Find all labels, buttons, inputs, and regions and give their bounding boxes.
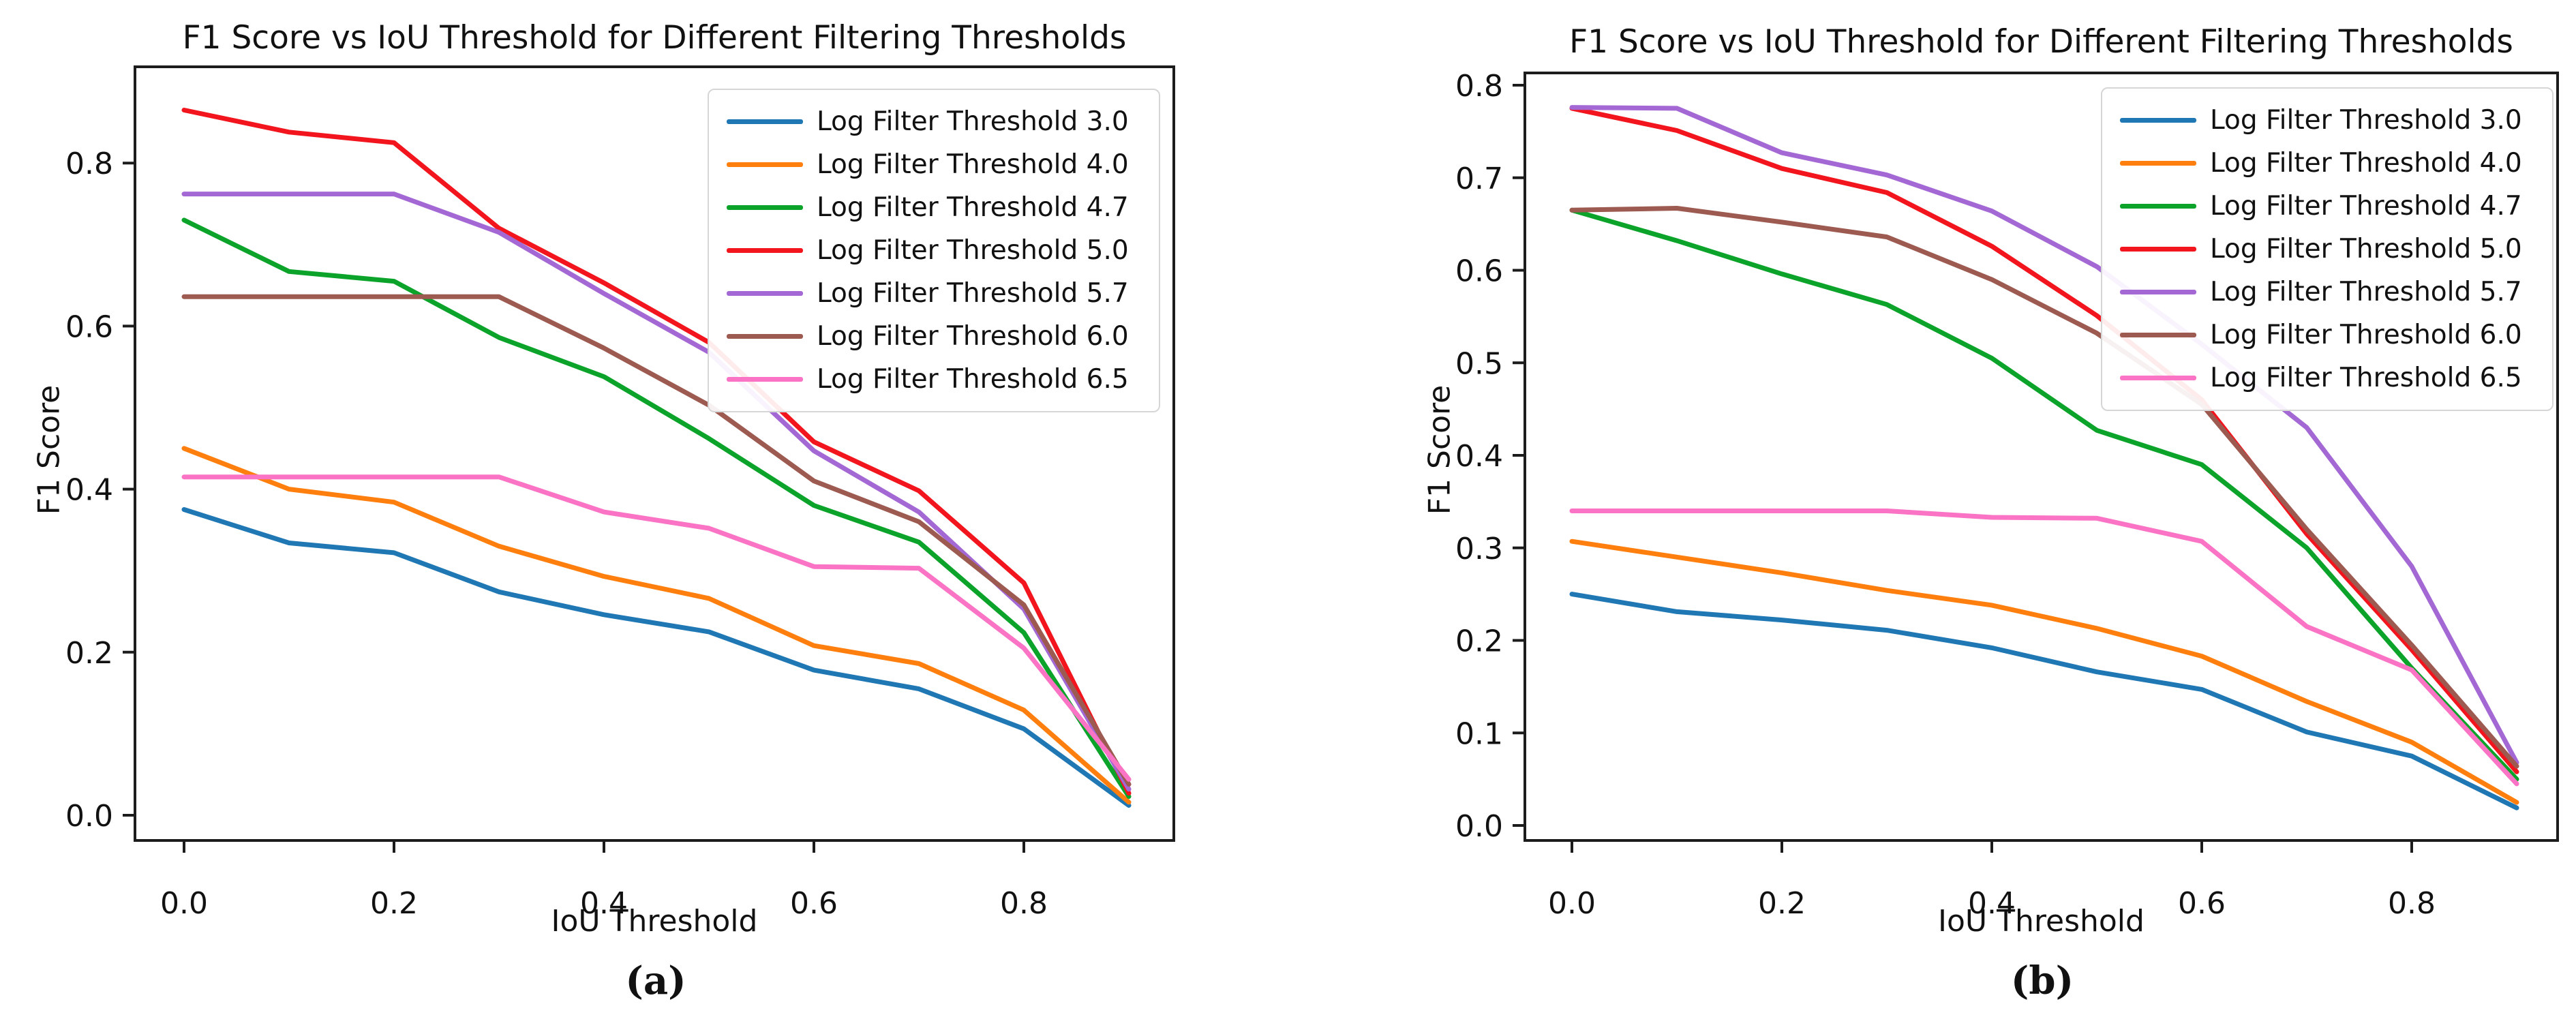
chart-a-xaxis-label: IoU Threshold [551,904,758,939]
plot-border [134,65,1175,842]
legend-entry: Log Filter Threshold 5.0 [2102,228,2552,271]
legend-entry: Log Filter Threshold 3.0 [709,100,1159,143]
y-tick-label: 0.6 [65,309,113,344]
x-tick-label: 0.8 [2388,886,2436,921]
x-tick-label: 0.0 [160,886,208,921]
series-line-log-filter-threshold-5.0 [1569,106,2519,774]
y-tick-label: 0.3 [1455,532,1503,566]
x-tick-label: 0.2 [1758,886,1806,921]
legend-label: Log Filter Threshold 5.0 [817,235,1129,266]
legend-line-swatch [2120,290,2196,294]
legend-label: Log Filter Threshold 4.7 [817,192,1129,223]
series-line-log-filter-threshold-6.0 [1569,206,2519,769]
series-line-log-filter-threshold-6.0 [181,294,1132,787]
legend-label: Log Filter Threshold 5.7 [2210,277,2522,307]
x-tick-label: 0.2 [370,886,418,921]
subfigure-b-caption: (b) [2010,958,2074,1003]
series-line-log-filter-threshold-6.5 [181,474,1132,782]
legend-line-swatch [2120,333,2196,337]
chart-a: 0.0 0.2 0.4 0.6 0.8 0.0 0.2 0.4 0.6 0.8 [65,65,1175,921]
series-line-log-filter-threshold-5.0 [181,108,1132,796]
subfigure-a-caption: (a) [625,958,686,1003]
legend-entry: Log Filter Threshold 5.7 [2102,271,2552,314]
legend-line-swatch [727,291,803,296]
series-line-log-filter-threshold-3.0 [181,507,1132,808]
legend-line-swatch [727,248,803,253]
legend-label: Log Filter Threshold 5.7 [817,278,1129,309]
legend-line-swatch [727,162,803,167]
series-line-log-filter-threshold-4.0 [1569,538,2519,805]
legend-line-swatch [2120,247,2196,252]
legend-entry: Log Filter Threshold 4.0 [2102,142,2552,185]
y-tick-label: 0.0 [65,799,113,834]
y-tick-label: 0.5 [1455,346,1503,381]
x-tick-label: 0.6 [790,886,838,921]
legend-entry: Log Filter Threshold 5.7 [709,272,1159,315]
y-tick-label: 0.2 [65,636,113,671]
legend-label: Log Filter Threshold 6.5 [2210,363,2522,393]
x-tick-label: 0.0 [1548,886,1596,921]
y-tick-label: 0.0 [1455,809,1503,844]
chart-a-yaxis-label: F1 Score [31,384,67,515]
legend-entry: Log Filter Threshold 3.0 [2102,99,2552,142]
legend-label: Log Filter Threshold 6.0 [2210,320,2522,350]
legend-line-swatch [2120,204,2196,209]
y-tick-label: 0.2 [1455,624,1503,659]
series-line-log-filter-threshold-5.7 [1569,105,2519,765]
series-line-log-filter-threshold-3.0 [1569,592,2519,810]
legend-label: Log Filter Threshold 4.0 [817,149,1129,180]
x-tick-label: 0.4 [1968,886,2016,921]
legend-label: Log Filter Threshold 4.0 [2210,148,2522,179]
legend-line-swatch [2120,161,2196,166]
legend-label: Log Filter Threshold 6.5 [817,364,1129,395]
chart-b: 0.0 0.2 0.4 0.6 0.8 0.0 0.1 0.2 0.3 0.4 0.5 0.6 0.7 0… [1455,69,2559,921]
series-line-log-filter-threshold-4.0 [181,446,1132,805]
y-tick-label: 0.8 [1455,69,1503,104]
legend-entry: Log Filter Threshold 4.0 [709,143,1159,186]
legend-line-swatch [727,205,803,210]
series-line-log-filter-threshold-4.7 [181,217,1132,799]
chart-b-xaxis-label: IoU Threshold [1938,904,2145,939]
legend-entry: Log Filter Threshold 6.0 [709,315,1159,358]
legend-line-swatch [727,119,803,124]
x-tick-label: 0.4 [580,886,628,921]
chart-a-title: F1 Score vs IoU Threshold for Different … [182,19,1127,57]
y-tick-label: 0.1 [1455,716,1503,751]
legend-entry: Log Filter Threshold 6.5 [2102,356,2552,399]
chart-b-yaxis-label: F1 Score [1422,384,1457,515]
y-tick-label: 0.6 [1455,254,1503,289]
legend-line-swatch [2120,118,2196,123]
y-tick-label: 0.8 [65,147,113,181]
legend-line-swatch [2120,376,2196,380]
legend-label: Log Filter Threshold 5.0 [2210,234,2522,264]
chart-b-title: F1 Score vs IoU Threshold for Different … [1569,23,2513,61]
y-tick-label: 0.4 [1455,439,1503,474]
y-tick-label: 0.7 [1455,162,1503,196]
legend-entry: Log Filter Threshold 6.0 [2102,314,2552,356]
legend-label: Log Filter Threshold 6.0 [817,321,1129,352]
legend-label: Log Filter Threshold 3.0 [2210,105,2522,136]
series-line-log-filter-threshold-4.7 [1569,207,2519,782]
legend-entry: Log Filter Threshold 4.7 [2102,185,2552,228]
y-tick-label: 0.4 [65,473,113,508]
legend-entry: Log Filter Threshold 6.5 [709,358,1159,401]
legend-line-swatch [727,377,803,382]
x-tick-label: 0.8 [1000,886,1048,921]
chart-b-legend: Log Filter Threshold 3.0 Log Filter Thres… [2101,87,2554,411]
legend-label: Log Filter Threshold 4.7 [2210,191,2522,222]
chart-a-legend: Log Filter Threshold 3.0 Log Filter Thres… [708,89,1160,412]
legend-label: Log Filter Threshold 3.0 [817,106,1129,137]
legend-entry: Log Filter Threshold 4.7 [709,186,1159,229]
legend-line-swatch [727,334,803,339]
x-tick-label: 0.6 [2178,886,2226,921]
legend-entry: Log Filter Threshold 5.0 [709,229,1159,272]
series-line-log-filter-threshold-6.5 [1569,509,2519,787]
